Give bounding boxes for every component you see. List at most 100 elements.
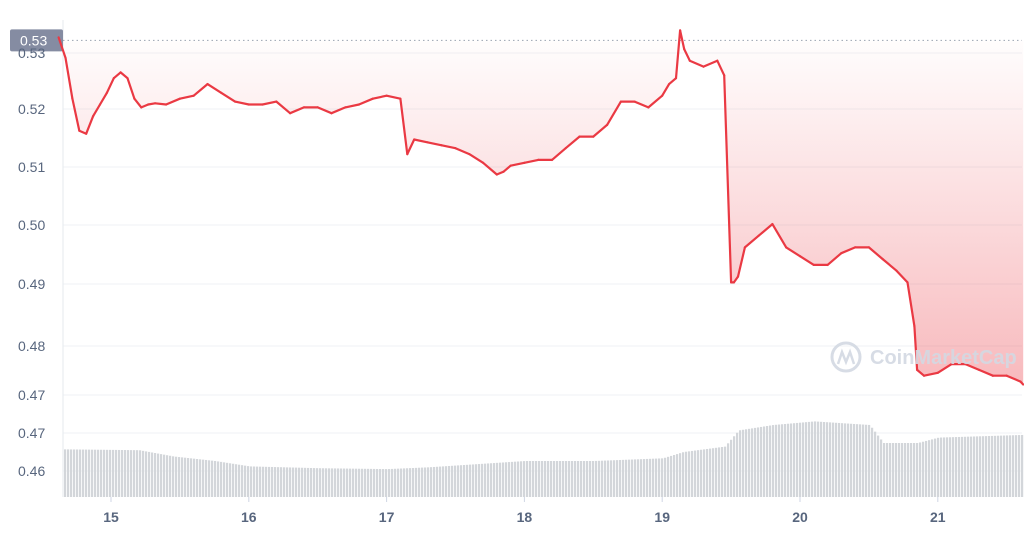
volume-bar [883, 443, 886, 497]
price-line-segment [1019, 380, 1024, 386]
volume-bar [97, 449, 100, 497]
volume-bar [88, 449, 91, 497]
volume-bar [505, 462, 508, 497]
volume-bar [442, 466, 445, 497]
volume-bars [64, 421, 1024, 497]
price-line-segment [771, 223, 788, 249]
volume-bar [121, 450, 124, 497]
volume-bar [967, 436, 970, 497]
price-line-segment [867, 246, 884, 261]
volume-bar [1012, 435, 1015, 497]
volume-bar [481, 463, 484, 497]
price-line-segment [468, 153, 485, 164]
volume-bar [343, 468, 346, 497]
volume-bar [85, 449, 88, 497]
volume-bar [226, 462, 229, 497]
volume-bar [247, 466, 250, 497]
price-line-segment [57, 36, 67, 59]
volume-bar [370, 468, 373, 497]
volume-bar [688, 451, 691, 497]
volume-bar [667, 456, 670, 497]
volume-bar [985, 436, 988, 497]
volume-bar [472, 464, 475, 497]
volume-bar [526, 461, 529, 497]
price-line-segment [147, 102, 157, 106]
price-line-segment [647, 94, 664, 109]
volume-bar [640, 459, 643, 497]
volume-bar [517, 461, 520, 497]
volume-bar [823, 422, 826, 497]
volume-bar [610, 460, 613, 497]
volume-bar [550, 461, 553, 497]
volume-bar [460, 465, 463, 497]
volume-bar [847, 423, 850, 497]
volume-bar [103, 449, 106, 497]
volume-bar [727, 443, 730, 497]
price-line-segment [261, 100, 278, 106]
volume-bar [820, 421, 823, 497]
volume-bar [361, 468, 364, 497]
volume-bar [298, 467, 301, 497]
price-line-segment [126, 77, 136, 100]
price-line-segment [564, 135, 581, 150]
y-tick-label: 0.48 [18, 338, 45, 354]
volume-bar [94, 449, 97, 497]
volume-bar [502, 462, 505, 497]
x-tick-label: 15 [103, 509, 119, 525]
price-line-segment [330, 106, 347, 115]
volume-bar [466, 464, 469, 497]
volume-bar [379, 469, 382, 497]
volume-bar [619, 459, 622, 497]
volume-bar [271, 466, 274, 497]
price-line-segment [683, 47, 691, 62]
volume-bar [403, 468, 406, 497]
price-line-segment [316, 106, 333, 115]
volume-bar [712, 448, 715, 497]
price-line-segment [482, 161, 498, 176]
volume-bar [181, 457, 184, 497]
volume-bar [244, 465, 247, 497]
volume-bar [346, 468, 349, 497]
volume-bar [991, 435, 994, 497]
volume-bar [709, 448, 712, 497]
volume-bar [865, 424, 868, 497]
price-line-segment [743, 234, 760, 249]
volume-bar [583, 461, 586, 497]
volume-bar [937, 437, 940, 497]
volume-bar [388, 469, 391, 497]
volume-bar [151, 452, 154, 497]
volume-bar [118, 449, 121, 497]
volume-bar [292, 467, 295, 497]
volume-bar [397, 468, 400, 497]
volume-bar [493, 463, 496, 497]
volume-bar [607, 460, 610, 497]
price-line-segment [922, 371, 939, 377]
volume-bar [190, 458, 193, 497]
price-line-segment [178, 94, 195, 100]
volume-bar [943, 437, 946, 497]
volume-bar [874, 431, 877, 497]
volume-bar [568, 461, 571, 497]
x-tick-label: 19 [654, 509, 670, 525]
volume-bar [907, 443, 910, 497]
volume-bar [277, 467, 280, 497]
volume-bar [811, 421, 814, 497]
volume-bar [223, 462, 226, 497]
volume-bar [418, 467, 421, 497]
volume-bar [784, 423, 787, 497]
volume-bar [592, 461, 595, 497]
volume-bar [697, 450, 700, 497]
volume-bar [913, 443, 916, 497]
volume-bar [178, 457, 181, 497]
volume-bar [670, 455, 673, 497]
volume-bar [274, 467, 277, 497]
volume-bar [586, 461, 589, 497]
volume-bar [64, 449, 67, 497]
volume-bar [691, 450, 694, 497]
price-line-segment [413, 138, 429, 144]
volume-bar [757, 427, 760, 497]
volume-bar [553, 461, 556, 497]
volume-bar [601, 460, 604, 497]
y-tick-label: 0.49 [18, 276, 45, 292]
volume-bar [256, 466, 259, 497]
